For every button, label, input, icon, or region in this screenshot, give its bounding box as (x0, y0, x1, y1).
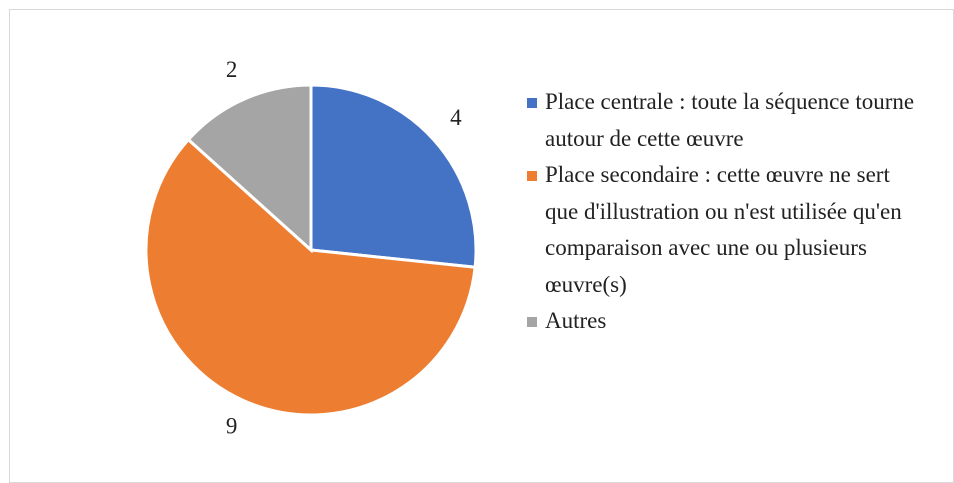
legend-label: Place centrale : toute la séquence tourn… (545, 89, 915, 151)
legend-swatch (527, 171, 537, 181)
legend-label: Autres (545, 308, 607, 333)
pie-slice (144, 137, 477, 417)
legend-entry: Place secondaire : cette œuvre ne sert q… (527, 157, 927, 303)
legend-swatch (527, 98, 537, 108)
pie-slice (309, 83, 478, 269)
pie-slice (186, 83, 313, 254)
legend-label: Place secondaire : cette œuvre ne sert q… (545, 162, 902, 297)
legend-entry: Place centrale : toute la séquence tourn… (527, 84, 927, 157)
data-label: 4 (450, 105, 462, 130)
data-label: 2 (226, 57, 238, 82)
legend-swatch (527, 317, 537, 327)
legend-entry: Autres (527, 303, 927, 340)
legend: Place centrale : toute la séquence tourn… (527, 84, 927, 340)
data-label: 9 (226, 413, 238, 438)
